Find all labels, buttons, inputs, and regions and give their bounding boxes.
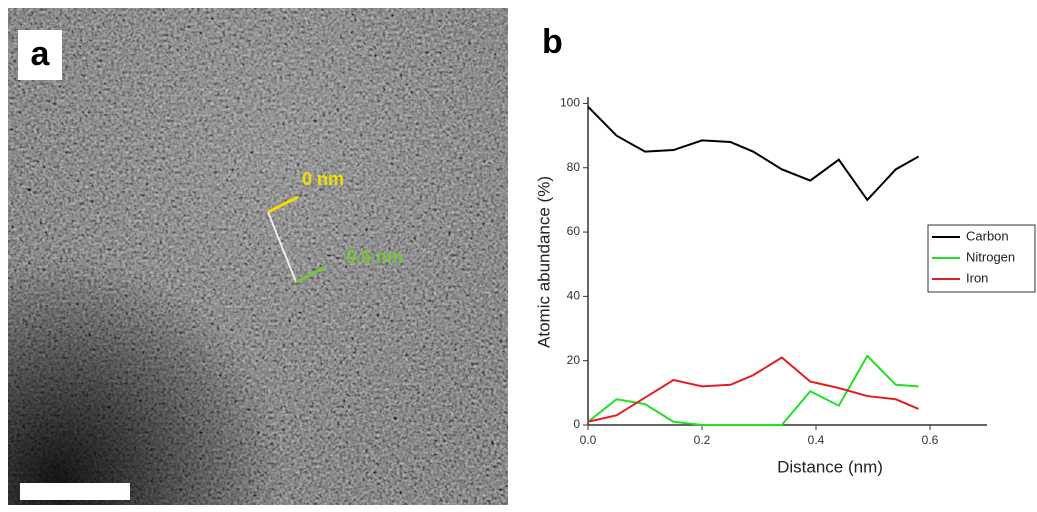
y-tick-label: 40 [567, 289, 581, 303]
x-tick-label: 0.6 [922, 433, 939, 447]
annotation: 0.6 nm [346, 247, 403, 267]
legend-label: Nitrogen [966, 249, 1015, 264]
x-axis-label: Distance (nm) [777, 457, 883, 476]
panel-label: a [31, 35, 51, 73]
series-line [587, 356, 919, 423]
x-tick-label: 0.2 [694, 433, 711, 447]
y-tick-label: 100 [560, 96, 580, 110]
start-marker [267, 195, 299, 214]
x-tick-label: 0.0 [580, 433, 597, 447]
micrograph: a 0 nm 0.6 nm [8, 8, 508, 505]
legend-label: Carbon [966, 228, 1009, 243]
series-line [587, 354, 919, 426]
series-line [587, 105, 920, 202]
y-tick-label: 80 [567, 160, 581, 174]
x-tick-label: 0.4 [808, 433, 825, 447]
y-tick-label: 0 [573, 417, 580, 431]
y-tick-label: 20 [567, 353, 581, 367]
profile-line [267, 211, 297, 283]
annotation: 0 nm [302, 169, 344, 189]
scale-bar [20, 483, 130, 500]
panel-label: b [542, 23, 563, 61]
y-axis-label: Atomic abundance (%) [534, 176, 553, 348]
label-box [18, 30, 62, 80]
y-tick-label: 60 [567, 224, 581, 238]
legend-label: Iron [966, 270, 988, 285]
end-marker [295, 265, 327, 284]
